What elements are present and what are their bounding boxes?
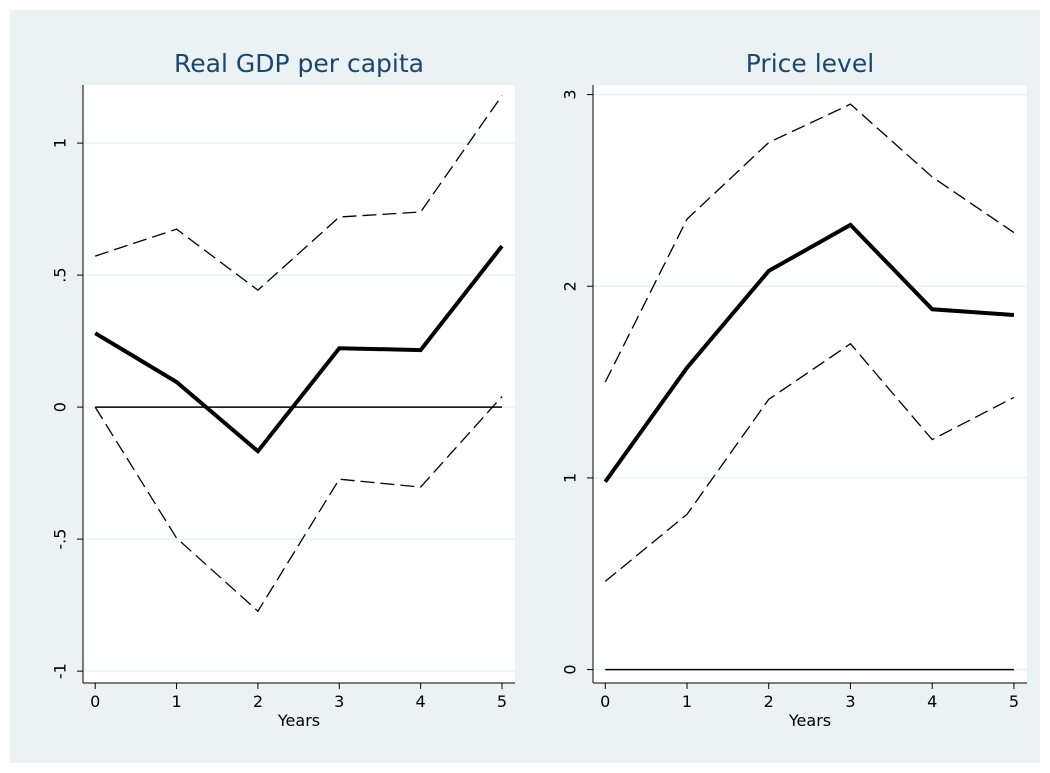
series-line [94,95,503,291]
x-tick-label: 2 [764,692,774,711]
series-line [604,103,1015,383]
y-tick-label: .5 [51,267,70,282]
x-tick-label: 4 [416,692,426,711]
y-tick-label: 0 [561,664,580,674]
x-tick-label: 1 [171,692,181,711]
y-tick-label: -1 [51,663,70,679]
y-tick-label: 1 [561,473,580,483]
series-line [94,244,504,455]
series-line [94,396,503,613]
x-tick-label: 3 [334,692,344,711]
x-tick-label: 2 [253,692,263,711]
x-tick-label: 3 [845,692,855,711]
x-tick-label: 4 [927,692,937,711]
y-tick-label: 3 [561,89,580,99]
y-tick-label: 1 [51,138,70,148]
series-line [604,342,1015,582]
chart-title: Real GDP per capita [174,49,424,78]
y-tick-label: 2 [561,281,580,291]
y-tick-label: 0 [51,402,70,412]
x-tick-label: 0 [90,692,100,711]
x-tick-label: 0 [600,692,610,711]
x-tick-label: 5 [1009,692,1019,711]
series-line [603,222,1015,483]
x-tick-label: 5 [497,692,507,711]
plot-area [593,85,1027,683]
x-axis-label: Years [788,711,831,730]
x-axis-label: Years [277,711,320,730]
x-tick-label: 1 [682,692,692,711]
y-tick-label: -.5 [51,529,70,550]
plot-area [83,85,515,683]
chart-title: Price level [746,49,874,78]
